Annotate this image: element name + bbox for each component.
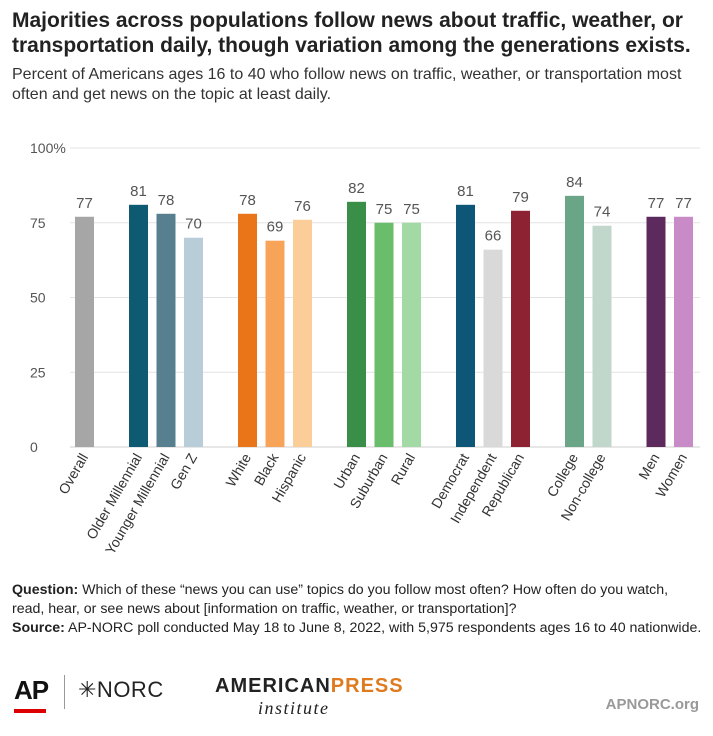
data-label: 82 xyxy=(348,180,365,197)
bar xyxy=(592,225,612,447)
x-tick-label: Rural xyxy=(388,451,419,488)
x-tick-label: Men xyxy=(635,451,662,483)
y-tick-label: 100% xyxy=(30,140,66,156)
ap-logo: AP xyxy=(14,675,49,713)
bar xyxy=(374,222,394,447)
bar xyxy=(238,213,257,447)
bar xyxy=(156,213,176,447)
data-label: 69 xyxy=(267,219,284,236)
api-logo-institute: institute xyxy=(258,698,330,718)
data-label: 77 xyxy=(648,195,665,212)
bar xyxy=(646,216,666,447)
data-label: 75 xyxy=(403,201,420,218)
y-tick-label: 0 xyxy=(30,439,38,455)
api-logo: AMERICANPRESS xyxy=(215,675,404,698)
bar xyxy=(293,219,312,447)
bar xyxy=(511,210,530,447)
data-label: 77 xyxy=(76,195,93,212)
api-logo-part1: AMERICAN xyxy=(215,675,331,697)
data-label: 81 xyxy=(457,183,474,200)
y-tick-label: 75 xyxy=(30,215,46,231)
ap-logo-text: AP xyxy=(14,675,49,705)
footer: AP ✳NORC AMERICANPRESS institute APNORC.… xyxy=(0,665,713,735)
bar xyxy=(565,195,584,447)
data-label: 66 xyxy=(485,228,502,245)
bar xyxy=(347,201,366,447)
source-text: AP-NORC poll conducted May 18 to June 8,… xyxy=(64,620,702,636)
data-label: 70 xyxy=(185,216,202,233)
bar xyxy=(75,216,94,447)
chart-title: Majorities across populations follow new… xyxy=(12,9,691,57)
site-url: APNORC.org xyxy=(605,696,699,713)
data-label: 78 xyxy=(239,192,256,209)
bar xyxy=(184,237,203,447)
x-tick-label: White xyxy=(222,450,254,489)
bar xyxy=(402,222,421,447)
ap-logo-bar xyxy=(14,709,46,713)
x-tick-label: Overall xyxy=(55,451,91,497)
question-label: Question: xyxy=(12,582,79,598)
chart-notes: Question: Which of these “news you can u… xyxy=(12,581,702,638)
data-label: 75 xyxy=(376,201,393,218)
bar xyxy=(129,204,148,447)
bar xyxy=(674,216,693,447)
y-tick-label: 50 xyxy=(30,290,46,306)
logo-divider xyxy=(64,675,65,709)
y-tick-label: 25 xyxy=(30,364,46,380)
x-tick-label: Gen Z xyxy=(167,450,201,492)
data-label: 81 xyxy=(130,183,147,200)
data-label: 76 xyxy=(294,198,311,215)
chart-subtitle: Percent of Americans ages 16 to 40 who f… xyxy=(12,66,682,103)
source-label: Source: xyxy=(12,620,65,636)
data-label: 79 xyxy=(512,189,529,206)
norc-logo: ✳NORC xyxy=(78,677,164,702)
api-logo-part2: PRESS xyxy=(330,675,404,697)
data-label: 77 xyxy=(675,195,692,212)
data-label: 84 xyxy=(566,174,583,191)
bar xyxy=(265,240,285,447)
bar xyxy=(456,204,475,447)
data-label: 78 xyxy=(158,192,175,209)
question-text: Which of these “news you can use” topics… xyxy=(12,582,669,617)
bar xyxy=(483,249,503,447)
data-label: 74 xyxy=(594,204,611,221)
